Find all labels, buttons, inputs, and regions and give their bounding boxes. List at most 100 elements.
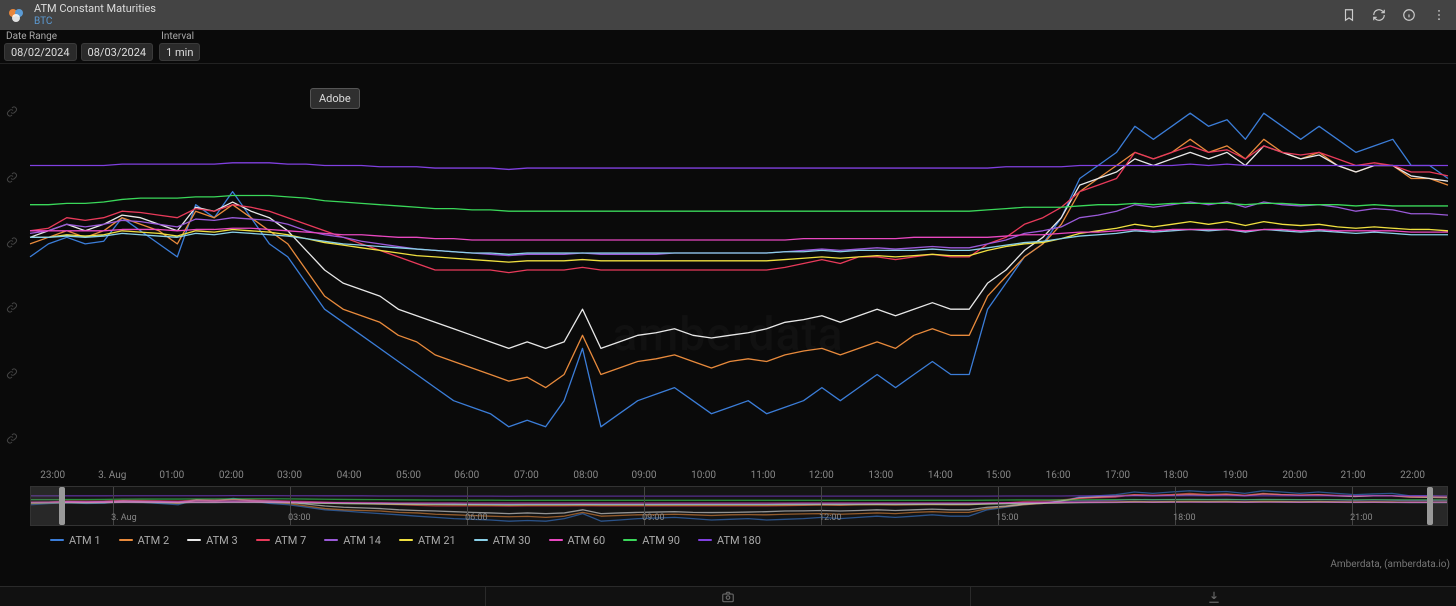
bottom-toolbar [0, 586, 1456, 606]
link-icon [6, 432, 18, 447]
x-tick-label: 05:00 [396, 470, 421, 481]
legend-item[interactable]: ATM 14 [324, 534, 381, 547]
navigator-tick-label: 15:00 [996, 513, 1018, 523]
legend-label: ATM 2 [138, 534, 170, 547]
legend-item[interactable]: ATM 2 [119, 534, 170, 547]
x-tick-label: 02:00 [219, 470, 244, 481]
legend-label: ATM 1 [69, 534, 101, 547]
x-tick-label: 01:00 [159, 470, 184, 481]
x-tick-label: 09:00 [632, 470, 657, 481]
camera-icon[interactable] [485, 587, 971, 606]
legend-label: ATM 60 [568, 534, 606, 547]
link-icon [6, 106, 18, 121]
series-line [30, 229, 1448, 254]
legend-label: ATM 180 [717, 534, 761, 547]
tooltip-badge: Adobe [310, 88, 360, 109]
legend-swatch [474, 539, 488, 541]
legend-label: ATM 21 [418, 534, 456, 547]
x-tick-label: 03:00 [277, 470, 302, 481]
link-icon [6, 302, 18, 317]
x-tick-label: 20:00 [1282, 470, 1307, 481]
chart-area: amberdata Adobe 23:003. Aug01:0002:0003:… [0, 64, 1456, 586]
link-icon [6, 171, 18, 186]
navigator-tick-label: 06:00 [465, 513, 487, 523]
series-line [30, 196, 1448, 212]
interval-select[interactable]: 1 min [159, 43, 200, 61]
legend-item[interactable]: ATM 21 [399, 534, 456, 547]
legend-item[interactable]: ATM 1 [50, 534, 101, 547]
navigator-tick-label: 18:00 [1173, 513, 1195, 523]
navigator-tick-label: 09:00 [642, 513, 664, 523]
navigator-tick-label: 03:00 [288, 513, 310, 523]
x-tick-label: 18:00 [1163, 470, 1188, 481]
navigator-tick-label: 12:00 [819, 513, 841, 523]
x-tick-label: 3. Aug [98, 470, 126, 481]
link-icon [6, 236, 18, 251]
navigator-series-line [31, 496, 1447, 497]
x-tick-label: 13:00 [868, 470, 893, 481]
refresh-icon[interactable] [1368, 4, 1390, 26]
legend-label: ATM 7 [275, 534, 307, 547]
bookmark-icon[interactable] [1338, 4, 1360, 26]
legend-item[interactable]: ATM 30 [474, 534, 531, 547]
titlebar: ATM Constant Maturities BTC [0, 0, 1456, 30]
legend-swatch [324, 539, 338, 541]
x-tick-label: 11:00 [751, 470, 776, 481]
series-line [30, 163, 1448, 170]
x-tick-label: 14:00 [928, 470, 953, 481]
legend-item[interactable]: ATM 90 [623, 534, 680, 547]
x-tick-label: 04:00 [337, 470, 362, 481]
y-axis [6, 74, 26, 466]
legend-swatch [50, 539, 64, 541]
controls-bar: Date Range 08/02/2024 08/03/2024 Interva… [0, 30, 1456, 64]
interval-label: Interval [159, 31, 200, 42]
credit-text: Amberdata, (amberdata.io) [1330, 559, 1450, 570]
legend-swatch [623, 539, 637, 541]
x-tick-label: 06:00 [454, 470, 479, 481]
series-line [30, 139, 1448, 387]
legend-swatch [187, 539, 201, 541]
info-icon[interactable] [1398, 4, 1420, 26]
navigator-handle-right[interactable] [1427, 487, 1433, 525]
x-tick-label: 08:00 [573, 470, 598, 481]
window-subtitle: BTC [34, 16, 156, 27]
navigator-handle-left[interactable] [59, 487, 65, 525]
navigator[interactable]: 3. Aug 03:00 06:00 09:00 12:00 15:00 18:00 21:0… [30, 486, 1448, 526]
date-from-input[interactable]: 08/02/2024 [4, 43, 77, 61]
x-axis: 23:00 3. Aug 01:00 02:00 03:00 04:00 05:00 06:0… [30, 470, 1448, 484]
legend-label: ATM 14 [343, 534, 381, 547]
bottom-seg-1[interactable] [0, 587, 485, 606]
x-tick-label: 17:00 [1105, 470, 1130, 481]
download-icon[interactable] [970, 587, 1456, 606]
x-tick-label: 16:00 [1046, 470, 1071, 481]
x-tick-label: 23:00 [40, 470, 65, 481]
x-tick-label: 10:00 [691, 470, 716, 481]
legend-swatch [698, 539, 712, 541]
link-icon [6, 367, 18, 382]
x-tick-label: 15:00 [986, 470, 1011, 481]
window-title: ATM Constant Maturities [34, 3, 156, 15]
series-line [30, 146, 1448, 349]
legend-swatch [549, 539, 563, 541]
legend-item[interactable]: ATM 180 [698, 534, 761, 547]
legend-label: ATM 30 [493, 534, 531, 547]
navigator-tick-label: 3. Aug [111, 513, 137, 523]
navigator-tick-label: 21:00 [1350, 513, 1372, 523]
legend-item[interactable]: ATM 60 [549, 534, 606, 547]
legend-swatch [256, 539, 270, 541]
legend: ATM 1 ATM 2 ATM 3 ATM 7 ATM 14 ATM 21 ATM 30 AT… [50, 530, 1448, 550]
legend-swatch [119, 539, 133, 541]
date-to-input[interactable]: 08/03/2024 [81, 43, 154, 61]
x-tick-label: 19:00 [1223, 470, 1248, 481]
main-chart[interactable]: Adobe [30, 74, 1448, 466]
x-tick-label: 21:00 [1341, 470, 1366, 481]
legend-label: ATM 90 [642, 534, 680, 547]
x-tick-label: 12:00 [809, 470, 834, 481]
app-logo-icon [6, 5, 26, 25]
more-menu-icon[interactable] [1428, 4, 1450, 26]
legend-item[interactable]: ATM 3 [187, 534, 238, 547]
legend-label: ATM 3 [206, 534, 238, 547]
x-tick-label: 07:00 [514, 470, 539, 481]
x-tick-label: 22:00 [1400, 470, 1425, 481]
legend-item[interactable]: ATM 7 [256, 534, 307, 547]
